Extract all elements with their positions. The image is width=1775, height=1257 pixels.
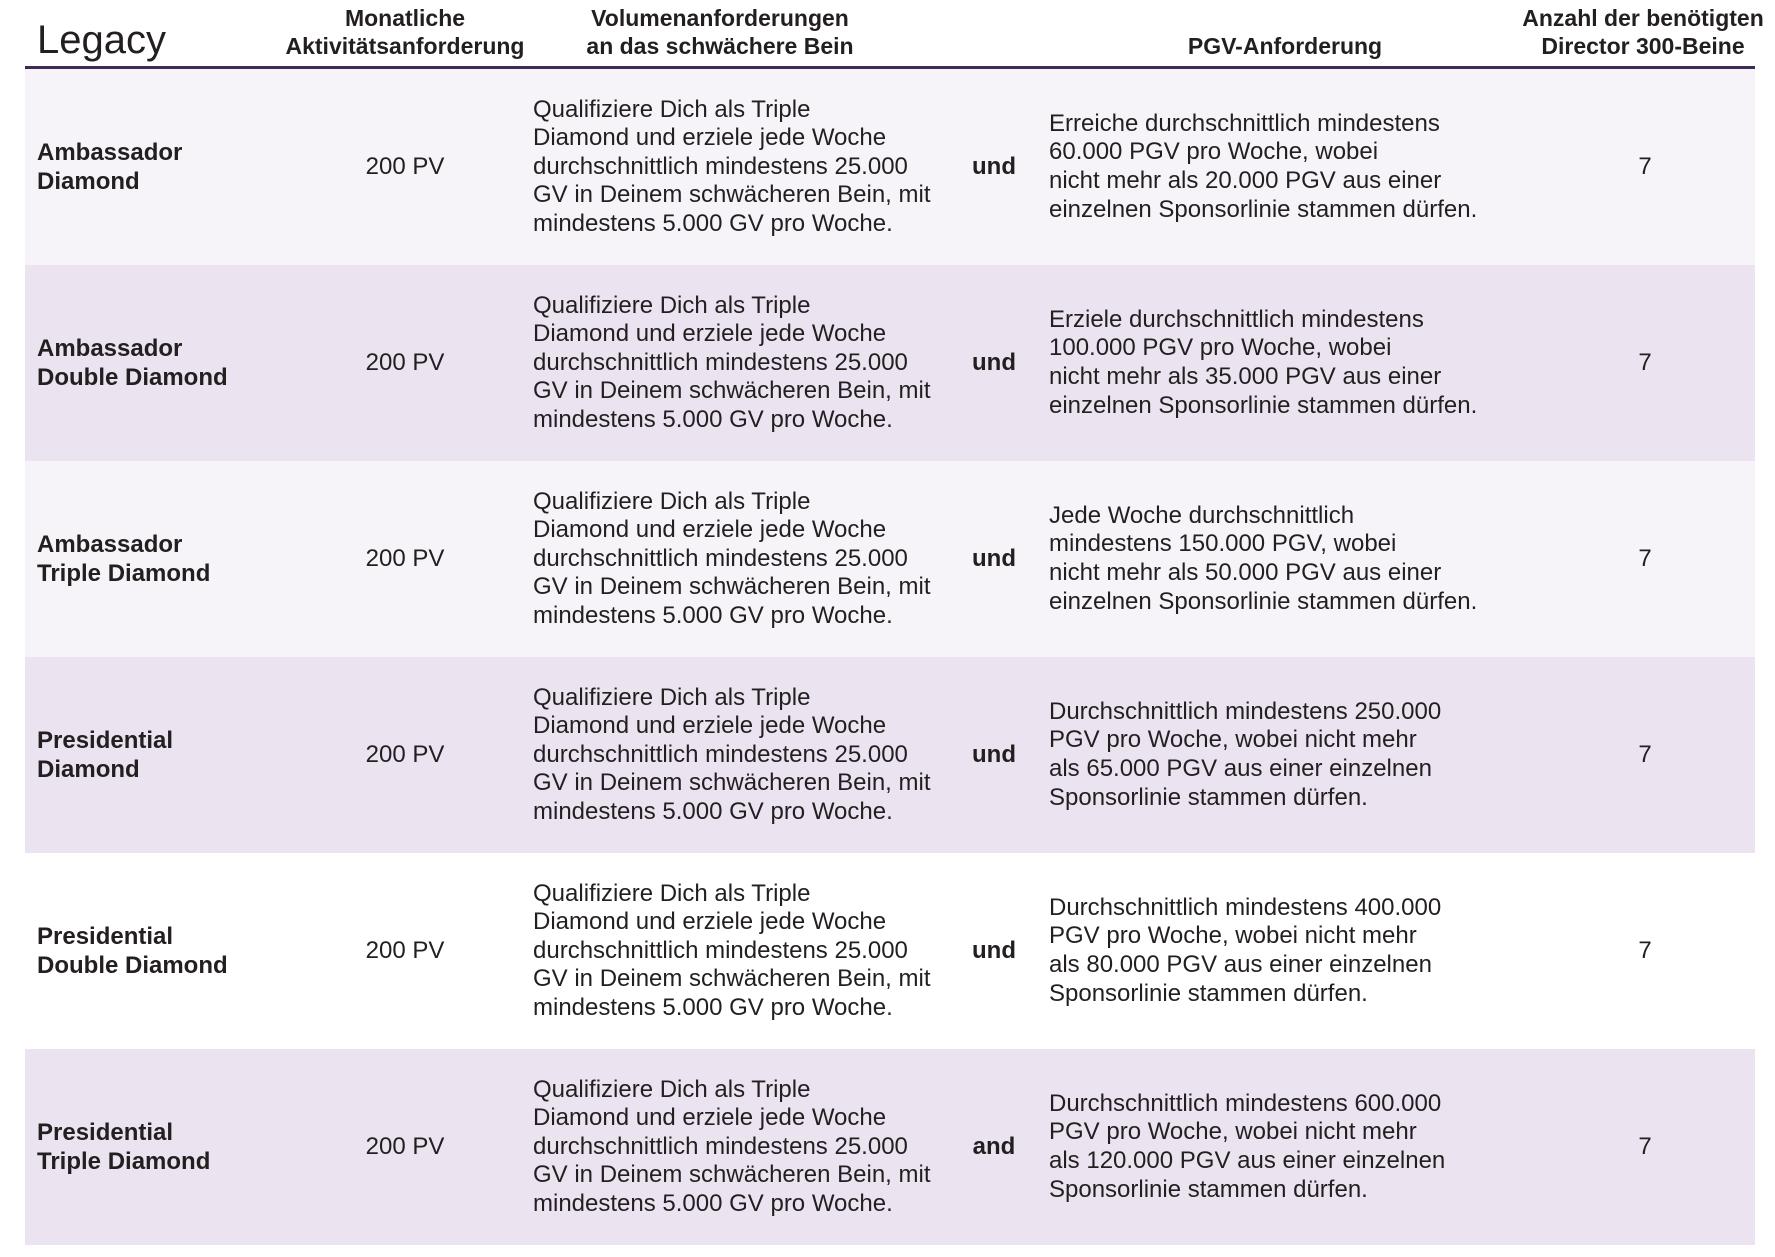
volume-requirement: Qualifiziere Dich als Triple Diamond und… [533, 879, 931, 1021]
volume-requirement: Qualifiziere Dich als Triple Diamond und… [533, 683, 931, 825]
table-title: Legacy [37, 18, 166, 62]
pv-value: 200 PV [365, 1133, 445, 1160]
pgv-requirement: Jede Woche durchschnittlich mindestens 1… [1049, 501, 1478, 615]
rank-name: Ambassador Diamond [37, 139, 183, 195]
conjunction: and [972, 1133, 1016, 1160]
pgv-requirement: Durchschnittlich mindestens 400.000 PGV … [1049, 893, 1442, 1007]
volume-requirement: Qualifiziere Dich als Triple Diamond und… [533, 487, 931, 629]
director-legs-count: 7 [1638, 153, 1652, 180]
table-row: Presidential Diamond 200 PV Qualifiziere… [25, 657, 1755, 853]
table-row: Presidential Double Diamond 200 PV Quali… [25, 853, 1755, 1049]
table-row: Ambassador Double Diamond 200 PV Qualifi… [25, 265, 1755, 461]
pgv-requirement: Erziele durchschnittlich mindestens 100.… [1049, 305, 1478, 419]
conjunction: und [972, 545, 1016, 572]
conjunction: und [972, 153, 1016, 180]
director-legs-count: 7 [1638, 545, 1652, 572]
pv-value: 200 PV [365, 741, 445, 768]
pv-value: 200 PV [365, 153, 445, 180]
pv-value: 200 PV [365, 349, 445, 376]
volume-requirement: Qualifiziere Dich als Triple Diamond und… [533, 1075, 931, 1217]
rank-name: Presidential Diamond [37, 727, 174, 783]
director-legs-count: 7 [1638, 349, 1652, 376]
table-row: Ambassador Diamond 200 PV Qualifiziere D… [25, 69, 1755, 265]
table-row: Ambassador Triple Diamond 200 PV Qualifi… [25, 461, 1755, 657]
director-legs-count: 7 [1638, 1133, 1652, 1160]
volume-requirement: Qualifiziere Dich als Triple Diamond und… [533, 291, 931, 433]
table-row: Presidential Triple Diamond 200 PV Quali… [25, 1049, 1755, 1245]
header-volume-requirement: Volumenanforderungen an das schwächere B… [586, 5, 854, 59]
conjunction: und [972, 937, 1016, 964]
volume-requirement: Qualifiziere Dich als Triple Diamond und… [533, 95, 931, 237]
director-legs-count: 7 [1638, 937, 1652, 964]
rank-name: Presidential Double Diamond [37, 923, 228, 979]
conjunction: und [972, 349, 1016, 376]
rank-name: Ambassador Triple Diamond [37, 531, 211, 587]
table-header: Legacy Monatliche Aktivitätsanforderung … [25, 0, 1764, 69]
pgv-requirement: Durchschnittlich mindestens 250.000 PGV … [1049, 697, 1442, 811]
rank-name: Presidential Triple Diamond [37, 1119, 211, 1175]
pgv-requirement: Durchschnittlich mindestens 600.000 PGV … [1049, 1089, 1446, 1203]
pv-value: 200 PV [365, 937, 445, 964]
director-legs-count: 7 [1638, 741, 1652, 768]
pv-value: 200 PV [365, 545, 445, 572]
pgv-requirement: Erreiche durchschnittlich mindestens 60.… [1049, 109, 1478, 223]
header-director-legs: Anzahl der benötigten Director 300-Beine [1522, 5, 1764, 59]
rank-name: Ambassador Double Diamond [37, 335, 228, 391]
header-activity-requirement: Monatliche Aktivitätsanforderung [285, 5, 525, 59]
conjunction: und [972, 741, 1016, 768]
header-pgv-requirement: PGV-Anforderung [1187, 33, 1383, 59]
rank-requirements-table: Legacy Monatliche Aktivitätsanforderung … [25, 0, 1764, 1245]
